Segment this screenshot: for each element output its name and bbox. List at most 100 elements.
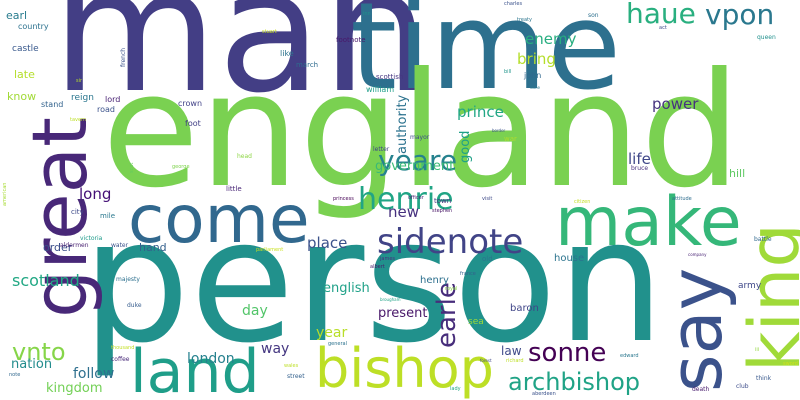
word-make: make (555, 183, 742, 262)
word-day: day (242, 303, 268, 319)
word-mile: mile (100, 212, 116, 220)
word-duke: duke (127, 302, 142, 309)
word-general: general (328, 341, 348, 347)
word-bruce: bruce (631, 165, 649, 172)
word-william: william (366, 85, 395, 94)
word-henrie: henrie (358, 182, 454, 217)
word-reign: reign (71, 93, 94, 103)
word-battle: battle (754, 236, 772, 243)
word-brougham: brougham (380, 297, 401, 302)
word-henry: henry (420, 275, 449, 286)
word-bishop: bishop (315, 337, 494, 400)
word-land: land (130, 337, 260, 400)
word-baron: baron (510, 303, 539, 314)
word-earl: earl (6, 9, 28, 22)
word-inn: inn (363, 11, 371, 17)
word-forest: forest (480, 358, 492, 363)
word-officer: officer (408, 195, 424, 201)
word-vpon: vpon (705, 0, 775, 31)
word-queen: queen (757, 34, 776, 41)
word-haue: haue (626, 0, 696, 30)
word-bill: bill (504, 69, 512, 75)
word-citizen: citizen (574, 199, 591, 205)
word-archbishop: archbishop (508, 368, 640, 396)
word-note: note (9, 372, 21, 378)
word-think: think (756, 375, 772, 382)
word-sonne: sonne (528, 338, 607, 368)
word-stuart: stuart (262, 29, 277, 35)
word-lady: lady (450, 386, 461, 392)
word-good: good (458, 130, 473, 163)
word-power: power (652, 95, 699, 113)
word-scottish: scottish (376, 73, 404, 81)
word-year: year (316, 325, 348, 341)
word-sir: sir (76, 78, 83, 84)
word-man: man (52, 0, 430, 131)
word-bring: bring (517, 50, 556, 68)
word-letter: letter (373, 146, 390, 153)
word-lord: lord (105, 95, 121, 104)
word-parliament: parliament (256, 247, 284, 253)
word-order: order (43, 241, 73, 254)
word-coffee: coffee (111, 356, 130, 363)
word-country: country (18, 22, 49, 31)
word-hill: hill (729, 167, 746, 180)
word-death: death (692, 386, 710, 393)
word-like: like (280, 49, 294, 58)
word-sidenote: sidenote (377, 222, 524, 262)
word-enemy: enemy (525, 30, 577, 48)
word-scot: scot (129, 162, 135, 173)
word-george: george (172, 164, 190, 170)
word-english: english (323, 281, 370, 296)
word-crown: crown (178, 99, 203, 108)
word-mayor: mayor (410, 134, 430, 141)
word-majesty: majesty (116, 276, 140, 283)
word-person: person (82, 183, 665, 381)
word-earle: earle (432, 282, 462, 348)
word-army: army (738, 281, 762, 291)
word-prince: prince (457, 103, 504, 121)
word-john: john (524, 71, 542, 80)
word-house: house (554, 253, 585, 264)
word-say: say (654, 267, 738, 392)
word-attitude: attitude (672, 196, 692, 202)
word-long: long (79, 185, 112, 203)
word-little: little (226, 185, 242, 193)
word-scotland: scotland (12, 271, 80, 290)
word-yeare: yeare (378, 144, 458, 177)
word-border: border (492, 128, 506, 133)
word-princess: princess (333, 196, 354, 202)
word-richard: richard (506, 358, 524, 364)
word-company: company (688, 252, 707, 257)
word-stand: stand (41, 100, 64, 109)
word-iii: iii (755, 347, 760, 353)
word-stephen: stephen (432, 208, 453, 214)
word-present: present (378, 306, 428, 321)
word-albert: albert (370, 264, 385, 270)
word-come: come (128, 181, 310, 258)
word-aldermen: aldermen (60, 242, 89, 249)
word-james: james (380, 256, 396, 262)
word-thousand: thousand (111, 345, 135, 351)
word-club: club (736, 383, 749, 390)
word-nation: nation (11, 357, 53, 372)
word-time: time (350, 0, 622, 117)
word-street: street (287, 373, 305, 380)
word-royal: royal (445, 286, 458, 292)
word-new: new (388, 203, 420, 221)
word-war: war (504, 135, 517, 143)
word-france: france (460, 271, 476, 277)
word-hand: hand (139, 241, 167, 254)
word-sword: sword (783, 361, 798, 367)
word-vnto: vnto (12, 338, 66, 366)
word-authority: authority (395, 94, 410, 154)
word-castle: castle (12, 44, 39, 54)
word-government: government (375, 159, 455, 174)
word-treaty: treaty (517, 17, 532, 23)
word-london: london (187, 351, 235, 367)
word-old: old (482, 255, 493, 263)
word-charles: charles (504, 1, 523, 7)
word-act: act (659, 25, 667, 31)
word-sea: sea (468, 317, 484, 327)
word-follow: follow (73, 366, 115, 382)
